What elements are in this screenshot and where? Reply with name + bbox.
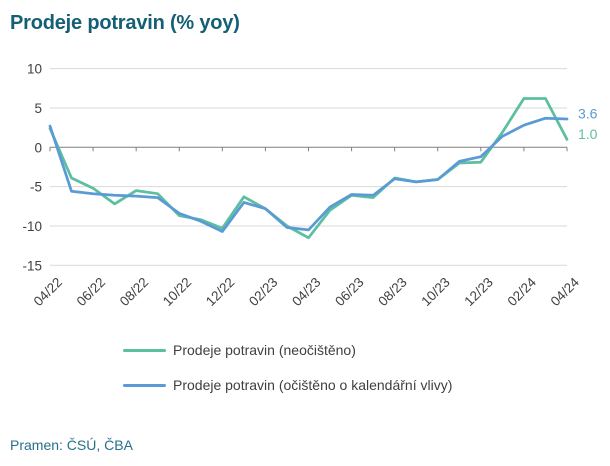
- series-line-green: [48, 97, 569, 240]
- x-tick-label: 10/22: [160, 275, 195, 310]
- chart-legend: Prodeje potravin (neočištěno) Prodeje po…: [123, 340, 452, 410]
- green-line-swatch: [123, 348, 166, 352]
- y-tick-label: -5: [30, 180, 42, 195]
- page-title: Prodeje potravin (% yoy): [10, 12, 240, 34]
- x-tick-label: 04/24: [548, 274, 583, 309]
- legend-item-neocisteno: Prodeje potravin (neočištěno): [123, 340, 452, 360]
- x-tick-label: 04/22: [31, 275, 66, 310]
- x-axis-labels: 04/22 06/22 08/22 10/22 12/22 02/23 04/23 06/23…: [31, 274, 583, 309]
- legend-label: Prodeje potravin (neočištěno): [173, 342, 356, 358]
- blue-line-swatch: [123, 383, 166, 387]
- x-tick-label: 10/23: [418, 275, 453, 310]
- source-note: Pramen: ČSÚ, ČBA: [10, 437, 133, 453]
- end-label-green: 1.0: [578, 126, 598, 142]
- x-tick-label: 06/22: [74, 275, 109, 310]
- end-label-blue: 3.6: [578, 105, 598, 121]
- x-tick-label: 08/23: [375, 275, 410, 310]
- x-tick-label: 04/23: [289, 275, 324, 310]
- y-tick-label: 0: [34, 140, 42, 155]
- x-tick-label: 12/22: [203, 275, 238, 310]
- y-tick-label: -15: [22, 258, 42, 273]
- legend-label: Prodeje potravin (očištěno o kalendářní …: [173, 377, 453, 393]
- legend-item-ocisteno: Prodeje potravin (očištěno o kalendářní …: [123, 375, 452, 395]
- x-tick-label: 02/24: [505, 274, 540, 309]
- x-tick-label: 02/23: [246, 275, 281, 310]
- x-tick-label: 12/23: [461, 275, 496, 310]
- x-axis-ticks: [49, 147, 568, 152]
- y-tick-label: 10: [27, 62, 42, 77]
- y-tick-label: 5: [34, 101, 42, 116]
- y-tick-label: -10: [22, 219, 42, 234]
- y-axis-labels: 10 5 0 -5 -10 -15: [22, 62, 42, 274]
- x-tick-label: 08/22: [117, 275, 152, 310]
- series-line-blue: [48, 116, 569, 233]
- x-tick-label: 06/23: [332, 275, 367, 310]
